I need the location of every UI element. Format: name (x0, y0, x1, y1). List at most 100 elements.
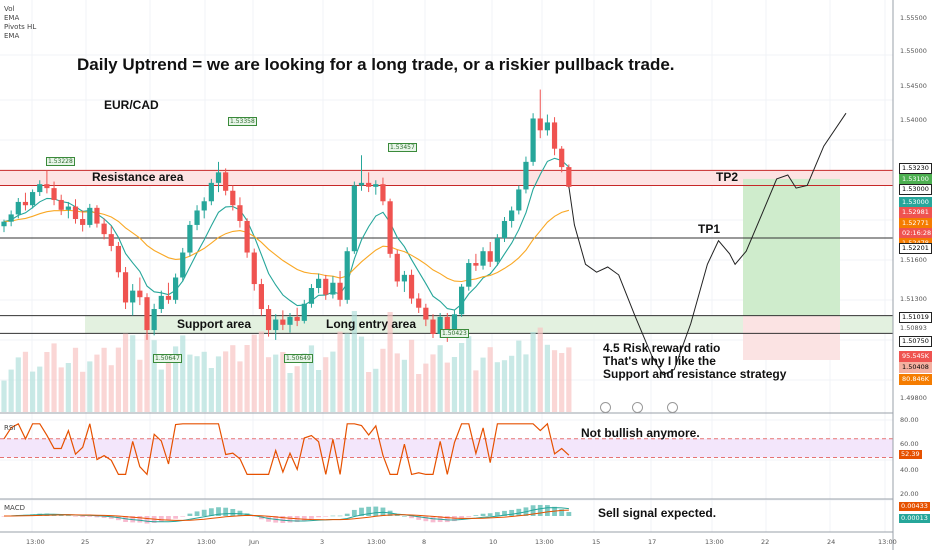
macd-histogram-bar (309, 516, 314, 519)
macd-histogram-bar (423, 516, 429, 522)
candle-body (58, 199, 64, 210)
candle-body (287, 316, 293, 325)
volume-bar (537, 327, 543, 412)
event-marker-icon[interactable] (667, 402, 678, 413)
macd-histogram-bar (144, 516, 150, 524)
macd-histogram-bar (537, 504, 543, 516)
rsi-tick: 80.00 (900, 416, 919, 424)
pivot-label: 1.50647 (153, 354, 182, 363)
candle-body (501, 220, 508, 239)
candle-body (237, 205, 243, 221)
volume-bar (173, 346, 179, 412)
legend-ema-2[interactable]: EMA (4, 32, 20, 40)
macd-label[interactable]: MACD (4, 504, 25, 512)
volume-bar (122, 333, 129, 412)
time-tick: 8 (422, 538, 427, 546)
candle-body (51, 188, 57, 200)
candle-body (144, 297, 150, 331)
candle-body (366, 182, 372, 187)
volume-bar (366, 372, 372, 412)
support-label: Support area (177, 317, 252, 331)
candles[interactable] (1, 89, 572, 342)
legend-pivots[interactable]: Pivots HL (4, 23, 37, 31)
legend-ema[interactable]: EMA (4, 14, 20, 22)
price-tag: 1.52981 (899, 207, 932, 218)
candle-body (401, 274, 407, 282)
candle-body (473, 263, 479, 266)
volume-bar (459, 343, 465, 412)
candle-body (358, 182, 365, 186)
macd-value-tag: 0.00433 (899, 502, 930, 511)
candle-body (344, 251, 350, 300)
candle-body (416, 298, 422, 308)
rsi-tick: 20.00 (900, 490, 919, 498)
candle-body (451, 314, 458, 331)
volume-bar (509, 355, 515, 412)
volume-bar (330, 351, 336, 412)
volume-bar (94, 354, 100, 412)
rr-line-1: 4.5 Risk reward ratio (603, 341, 721, 355)
candle-body (316, 278, 322, 289)
candle-body (108, 234, 114, 246)
event-marker-icon[interactable] (632, 402, 643, 413)
macd-histogram-bar (480, 513, 486, 516)
price-tick: 1.55500 (900, 14, 927, 22)
macd-histogram-bar (494, 512, 500, 516)
pivot-label: 1.53358 (228, 117, 257, 126)
volume-bar (187, 354, 193, 412)
volume-bar (451, 357, 458, 412)
volume-bar (408, 339, 415, 412)
macd-signal-line (4, 509, 569, 521)
price-tag: 1.53000 (899, 184, 932, 195)
volume-bar (473, 370, 479, 412)
macd-histogram-bar (194, 511, 200, 516)
volume-bar (201, 351, 207, 412)
candle-body (530, 118, 536, 162)
candle-body (258, 284, 264, 310)
rsi-label[interactable]: RSI (4, 424, 16, 432)
candle-body (65, 206, 71, 210)
event-marker-icon[interactable] (600, 402, 611, 413)
candle-body (544, 122, 550, 131)
price-tag: 95.545K (899, 351, 932, 362)
price-tick: 1.51300 (900, 295, 927, 303)
volume-bar (351, 311, 357, 412)
candle-body (230, 190, 236, 206)
candle-body (323, 278, 329, 295)
volume-bar (544, 344, 550, 412)
volume-bar (158, 369, 164, 412)
candle-body (444, 316, 450, 331)
volume-bar (373, 368, 379, 412)
macd-histogram-bar (473, 515, 479, 516)
macd-histogram-bar (566, 511, 572, 516)
macd-histogram-bar (502, 510, 507, 516)
macd-histogram-bar (466, 516, 472, 517)
volume-bar (301, 353, 307, 412)
volume-bar (230, 345, 236, 412)
volume-bar (523, 354, 529, 412)
candle-body (201, 201, 207, 211)
time-tick: 13:00 (197, 538, 216, 546)
macd-histogram-bar (559, 509, 565, 516)
macd-histogram-bar (545, 505, 550, 516)
volume-bar (551, 350, 558, 412)
candle-body (559, 148, 565, 168)
volume-bar (323, 357, 329, 412)
candle-body (151, 309, 157, 331)
candle-body (459, 286, 465, 315)
volume-bar (44, 352, 50, 412)
candle-body (423, 307, 429, 320)
legend-vol[interactable]: Vol (4, 5, 15, 13)
volume-bars (1, 311, 572, 412)
volume-bar (280, 352, 286, 412)
volume-bar (337, 331, 343, 412)
volume-bar (258, 331, 264, 412)
volume-bar (437, 345, 443, 412)
macd-histogram-bar (158, 516, 164, 522)
volume-bar (237, 361, 243, 412)
macd-histogram-bar (337, 515, 343, 517)
volume-bar (165, 362, 172, 412)
zones (0, 169, 893, 360)
volume-bar (151, 340, 157, 412)
